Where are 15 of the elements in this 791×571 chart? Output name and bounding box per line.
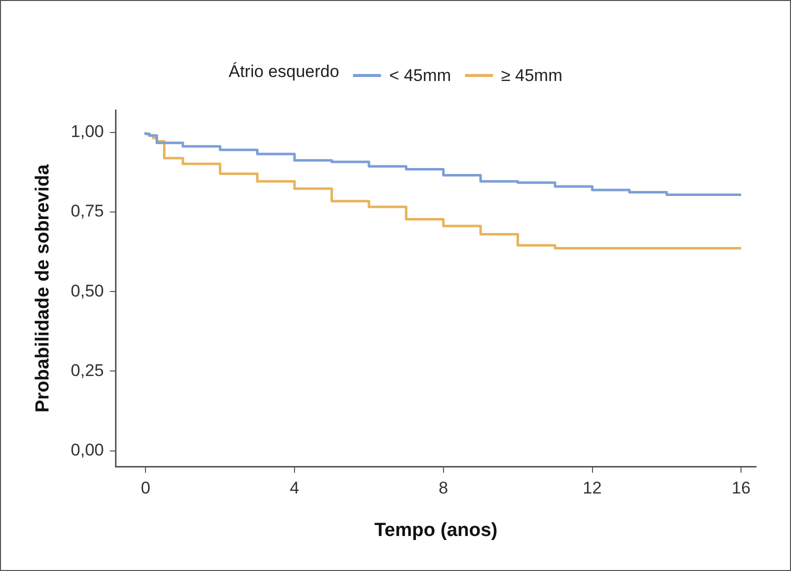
y-tick-label: 0,25 <box>70 360 104 380</box>
legend-label: < 45mm <box>388 66 452 86</box>
x-tick-label: 4 <box>290 478 300 498</box>
y-tick-label: 0,50 <box>70 281 104 300</box>
y-tick-label: 0,75 <box>70 202 104 221</box>
x-tick-label: 16 <box>732 478 751 498</box>
y-tick-label: 1,00 <box>70 122 104 141</box>
x-tick-label: 8 <box>438 478 448 498</box>
x-tick-label: 0 <box>140 478 150 498</box>
legend-title: Átrio esquerdo <box>228 62 340 81</box>
legend-label: ≥ 45mm <box>500 66 562 86</box>
y-tick-label: 0,00 <box>70 440 104 460</box>
y-axis-title: Probabilidade de sobrevida <box>32 164 54 412</box>
x-tick-label: 12 <box>582 478 602 498</box>
x-axis-title: Tempo (anos) <box>374 520 498 541</box>
